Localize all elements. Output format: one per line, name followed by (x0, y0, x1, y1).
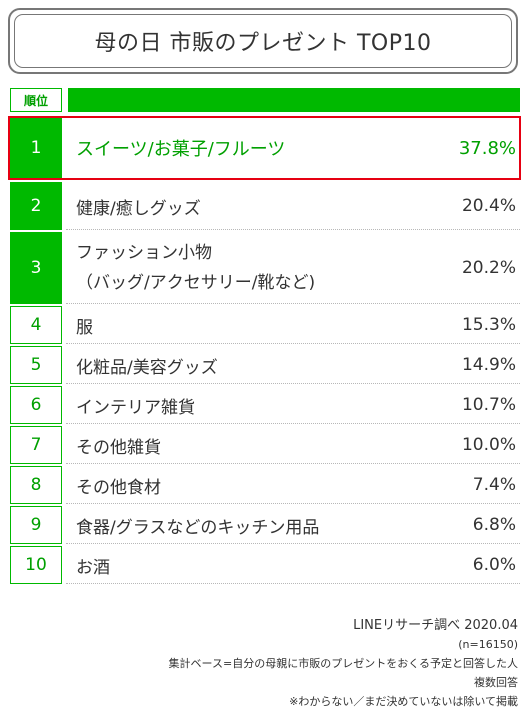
item-name: ファッション小物 （バッグ/アクセサリー/靴など) (76, 232, 315, 304)
table-row-4: 4 服 15.3% (10, 306, 520, 344)
item-name: その他食材 (76, 477, 161, 498)
table-row-3: 3 ファッション小物 （バッグ/アクセサリー/靴など) 20.2% (10, 232, 520, 304)
item-percent: 20.4% (461, 196, 516, 216)
rank-cell: 2 (10, 182, 62, 230)
item-name: その他雑貨 (76, 437, 161, 458)
item-percent: 10.0% (461, 435, 516, 455)
item-name-line2: （バッグ/アクセサリー/靴など) (76, 273, 316, 293)
item-percent: 10.7% (461, 395, 516, 415)
row-divider (66, 583, 520, 584)
footnotes: LINEリサーチ調べ 2020.04 (n=16150) 集計ベース=自分の母親… (169, 616, 518, 711)
table-row-10: 10 お酒 6.0% (10, 546, 520, 584)
rank-cell: 3 (10, 232, 62, 304)
multi-answer-note: 複数回答 (474, 676, 518, 689)
table-row-6: 6 インテリア雑貨 10.7% (10, 386, 520, 424)
rank-cell: 1 (10, 116, 62, 180)
rank-cell: 4 (10, 306, 62, 344)
rank-cell: 5 (10, 346, 62, 384)
row-divider (66, 503, 520, 504)
rank-cell: 7 (10, 426, 62, 464)
rank-cell: 8 (10, 466, 62, 504)
table-row-9: 9 食器/グラスなどのキッチン用品 6.8% (10, 506, 520, 544)
top-item-highlight (8, 116, 521, 180)
row-divider (66, 543, 520, 544)
item-percent: 6.0% (472, 555, 516, 575)
row-divider (66, 303, 520, 304)
exclusion-note: ※わからない／まだ決めていないは除いて掲載 (289, 695, 518, 708)
rank-cell: 10 (10, 546, 62, 584)
item-percent: 6.8% (472, 515, 516, 535)
ranking-table: 順位 1 スイーツ/お菓子/フルーツ 37.8% 2 健康/癒しグッズ 20.4… (8, 88, 521, 584)
item-name: スイーツ/お菓子/フルーツ (76, 139, 286, 160)
table-header: 順位 (10, 88, 520, 112)
header-bar (68, 88, 520, 112)
item-name: お酒 (76, 557, 110, 578)
item-name: インテリア雑貨 (76, 397, 195, 418)
item-percent: 7.4% (472, 475, 516, 495)
title-frame: 母の日 市販のプレゼント TOP10 (8, 8, 518, 74)
row-divider (66, 343, 520, 344)
item-name: 化粧品/美容グッズ (76, 357, 218, 378)
item-name: 服 (76, 317, 93, 338)
source-note: LINEリサーチ調べ 2020.04 (353, 618, 518, 633)
item-percent: 37.8% (458, 137, 516, 159)
rank-cell: 6 (10, 386, 62, 424)
item-percent: 14.9% (461, 355, 516, 375)
item-percent: 20.2% (461, 258, 516, 278)
row-divider (66, 423, 520, 424)
rank-header: 順位 (10, 88, 62, 112)
table-row-5: 5 化粧品/美容グッズ 14.9% (10, 346, 520, 384)
row-divider (66, 383, 520, 384)
row-divider (66, 463, 520, 464)
base-note: 集計ベース=自分の母親に市販のプレゼントをおくる予定と回答した人 (168, 657, 518, 670)
chart-title: 母の日 市販のプレゼント TOP10 (94, 31, 432, 56)
table-row-7: 7 その他雑貨 10.0% (10, 426, 520, 464)
item-name: 健康/癒しグッズ (76, 198, 201, 219)
item-name: 食器/グラスなどのキッチン用品 (76, 517, 320, 538)
row-divider (66, 229, 520, 230)
item-name-line1: ファッション小物 (76, 243, 212, 263)
title-inner-frame: 母の日 市販のプレゼント TOP10 (14, 14, 512, 68)
sample-size: (n=16150) (458, 638, 518, 651)
rank-cell: 9 (10, 506, 62, 544)
table-row-8: 8 その他食材 7.4% (10, 466, 520, 504)
item-percent: 15.3% (461, 315, 516, 335)
table-row-1: 1 スイーツ/お菓子/フルーツ 37.8% (8, 116, 521, 180)
table-row-2: 2 健康/癒しグッズ 20.4% (10, 182, 520, 230)
